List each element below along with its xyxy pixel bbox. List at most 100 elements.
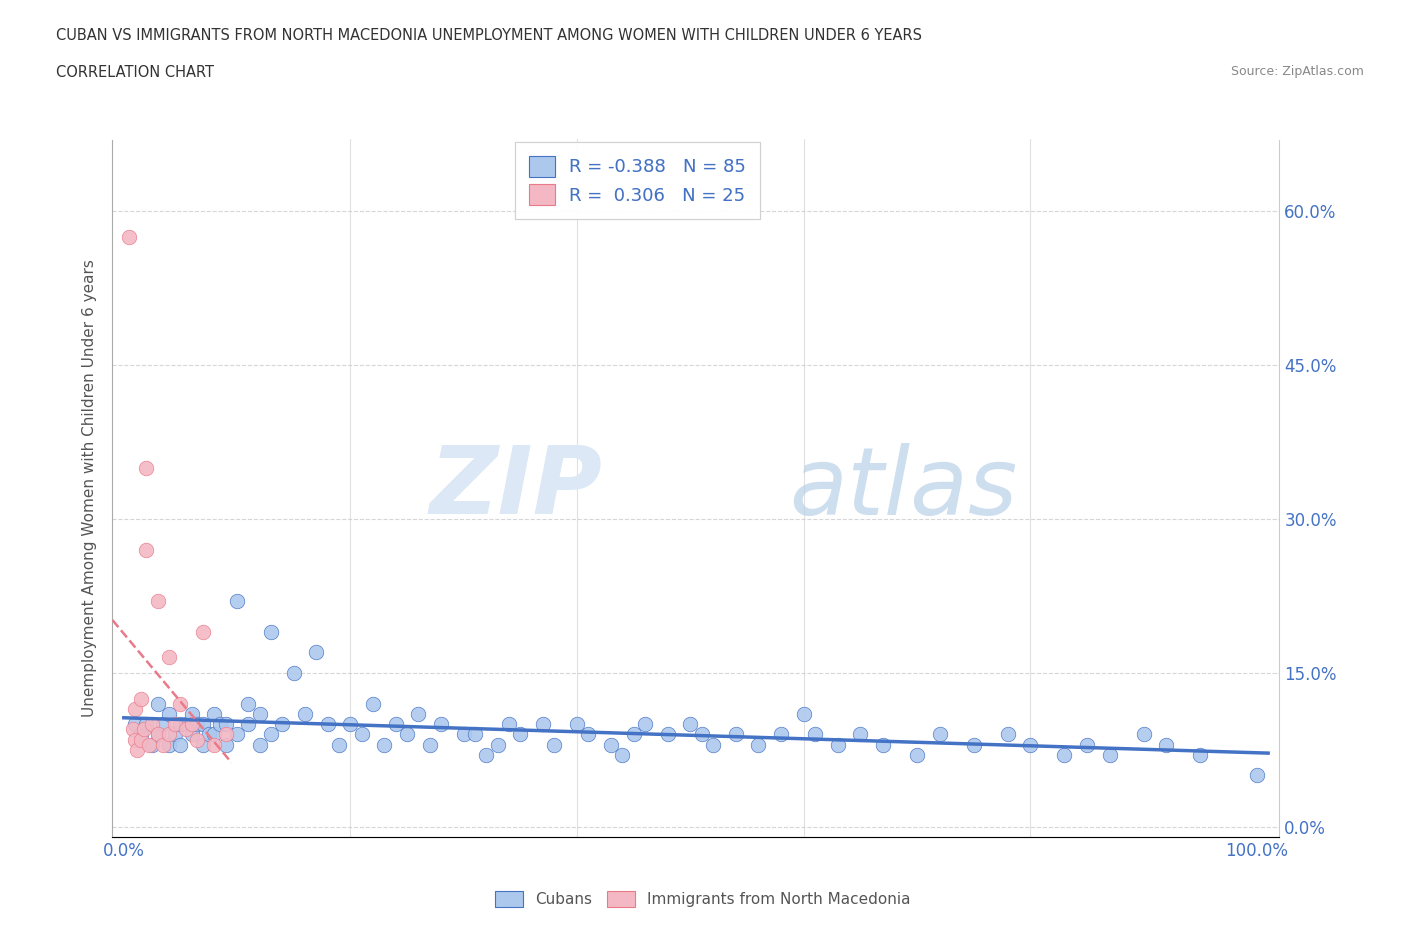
Point	[1246, 768, 1268, 783]
Point	[486, 737, 509, 752]
Point	[215, 737, 238, 752]
Point	[384, 717, 406, 732]
Point	[849, 727, 872, 742]
Point	[793, 707, 815, 722]
Point	[174, 717, 197, 732]
Text: Source: ZipAtlas.com: Source: ZipAtlas.com	[1230, 65, 1364, 78]
Point	[146, 697, 169, 711]
Point	[1019, 737, 1042, 752]
Point	[134, 722, 156, 737]
Point	[475, 748, 498, 763]
Point	[328, 737, 350, 752]
Point	[127, 742, 149, 757]
Point	[124, 701, 146, 716]
Point	[464, 727, 486, 742]
Point	[1154, 737, 1177, 752]
Point	[249, 737, 271, 752]
Point	[679, 717, 702, 732]
Point	[204, 727, 226, 742]
Point	[997, 727, 1019, 742]
Point	[576, 727, 599, 742]
Point	[129, 727, 152, 742]
Point	[316, 717, 339, 732]
Point	[623, 727, 645, 742]
Text: atlas: atlas	[789, 443, 1018, 534]
Point	[928, 727, 950, 742]
Point	[209, 717, 232, 732]
Point	[531, 717, 554, 732]
Point	[271, 717, 294, 732]
Point	[690, 727, 713, 742]
Point	[226, 593, 249, 608]
Point	[600, 737, 623, 752]
Point	[283, 666, 305, 681]
Point	[180, 717, 202, 732]
Point	[146, 727, 169, 742]
Point	[146, 727, 169, 742]
Point	[169, 737, 191, 752]
Point	[157, 650, 180, 665]
Text: CORRELATION CHART: CORRELATION CHART	[56, 65, 214, 80]
Point	[135, 717, 157, 732]
Point	[191, 717, 214, 732]
Point	[157, 727, 180, 742]
Point	[174, 722, 197, 737]
Point	[498, 717, 520, 732]
Point	[197, 727, 219, 742]
Point	[152, 737, 174, 752]
Point	[1132, 727, 1154, 742]
Point	[962, 737, 984, 752]
Point	[634, 717, 657, 732]
Point	[157, 737, 180, 752]
Point	[361, 697, 384, 711]
Point	[141, 717, 163, 732]
Point	[124, 717, 146, 732]
Point	[747, 737, 769, 752]
Point	[612, 748, 634, 763]
Legend: Cubans, Immigrants from North Macedonia: Cubans, Immigrants from North Macedonia	[489, 884, 917, 913]
Point	[724, 727, 747, 742]
Point	[305, 644, 328, 659]
Point	[146, 593, 169, 608]
Point	[163, 727, 186, 742]
Point	[138, 737, 160, 752]
Point	[169, 717, 191, 732]
Point	[827, 737, 849, 752]
Point	[260, 727, 283, 742]
Point	[430, 717, 453, 732]
Point	[180, 707, 202, 722]
Point	[129, 691, 152, 706]
Point	[163, 717, 186, 732]
Point	[169, 697, 191, 711]
Point	[260, 624, 283, 639]
Point	[565, 717, 588, 732]
Point	[118, 230, 141, 245]
Point	[769, 727, 792, 742]
Point	[157, 707, 180, 722]
Point	[135, 542, 157, 557]
Point	[135, 460, 157, 475]
Point	[872, 737, 894, 752]
Point	[191, 737, 214, 752]
Point	[204, 737, 226, 752]
Point	[294, 707, 316, 722]
Point	[186, 732, 208, 747]
Point	[373, 737, 395, 752]
Text: ZIP: ZIP	[430, 443, 603, 534]
Point	[339, 717, 361, 732]
Legend: R = -0.388   N = 85, R =  0.306   N = 25: R = -0.388 N = 85, R = 0.306 N = 25	[515, 141, 761, 219]
Text: CUBAN VS IMMIGRANTS FROM NORTH MACEDONIA UNEMPLOYMENT AMONG WOMEN WITH CHILDREN : CUBAN VS IMMIGRANTS FROM NORTH MACEDONIA…	[56, 28, 922, 43]
Point	[152, 717, 174, 732]
Point	[543, 737, 565, 752]
Point	[238, 697, 260, 711]
Point	[124, 732, 146, 747]
Point	[408, 707, 430, 722]
Point	[1098, 748, 1121, 763]
Point	[186, 717, 208, 732]
Point	[1053, 748, 1076, 763]
Point	[141, 737, 163, 752]
Point	[657, 727, 679, 742]
Point	[226, 727, 249, 742]
Point	[396, 727, 419, 742]
Point	[129, 732, 152, 747]
